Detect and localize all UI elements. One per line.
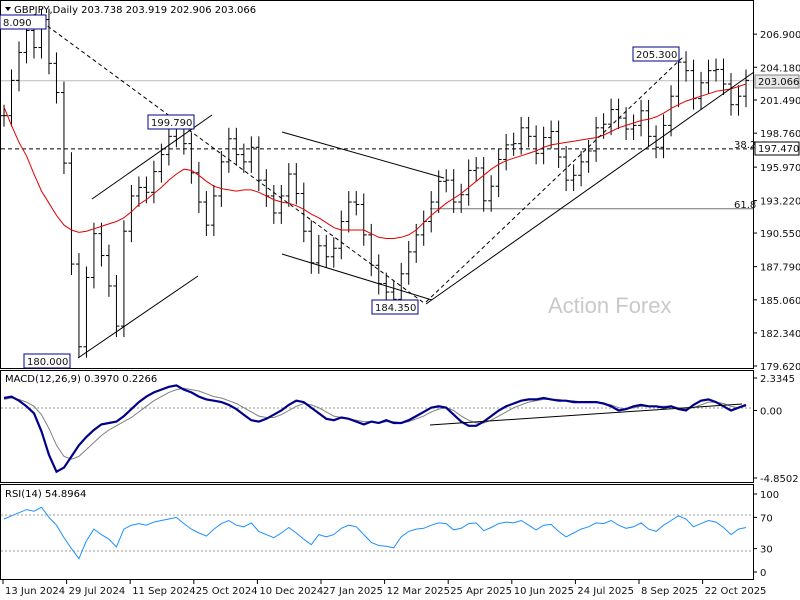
x-tick-label: 13 Jun 2024 (5, 586, 65, 597)
x-tick-label: 29 Jul 2024 (69, 586, 126, 597)
triangle-down-icon (5, 7, 11, 11)
rsi-y-axis: 100 70 30 0 (753, 490, 779, 579)
watermark-text: Action Forex (548, 293, 672, 318)
rsi-y-tick-label: 70 (760, 513, 773, 524)
dashed-downtrend-line (41, 21, 425, 304)
x-tick-label: 10 Jun 2025 (514, 586, 574, 597)
uptrend-support-line (425, 71, 755, 305)
price-y-tick-label: 201.490 (760, 96, 800, 107)
x-tick-label: 27 Jan 2025 (323, 586, 383, 597)
annotation-label: 205.300 (636, 50, 677, 61)
price-y-tick-label: 193.220 (760, 197, 800, 208)
chart-title: GBPJPY,Daily 203.738 203.919 202.906 203… (14, 5, 256, 16)
price-y-axis: 206.900 204.180 201.490 198.760 195.970 193.2… (753, 30, 800, 373)
macd-y-tick-label: 0.00 (760, 406, 782, 417)
macd-signal-line (3, 387, 747, 460)
rsi-line (3, 506, 747, 560)
price-y-tick-label: 179.620 (760, 362, 800, 373)
macd-y-tick-label: 2.3345 (760, 374, 795, 385)
macd-y-tick-label: -4.8502 (760, 474, 799, 485)
rsi-title: RSI(14) 54.8964 (5, 489, 86, 500)
fib-38-label: 38.2 (734, 140, 756, 151)
price-y-tick-label: 198.760 (760, 129, 800, 140)
annotation-180: 180.000 (23, 353, 71, 369)
annotation-199: 199.790 (147, 114, 195, 130)
level-tag-label: 197.470 (758, 144, 799, 155)
price-bars (1, 8, 749, 358)
rsi-y-tick-label: 0 (760, 568, 766, 579)
rsi-panel-frame (0, 484, 754, 580)
price-panel-frame (0, 0, 754, 369)
moving-average-line (3, 83, 747, 239)
wedge-lower-line (281, 253, 433, 301)
rsi-y-tick-label: 100 (760, 490, 779, 501)
x-tick-label: 25 Oct 2024 (196, 586, 258, 597)
macd-main-line (3, 384, 747, 474)
macd-panel-frame (0, 370, 754, 483)
chart-header: GBPJPY,Daily 203.738 203.919 202.906 203… (5, 5, 256, 16)
annotation-184: 184.350 (371, 299, 419, 315)
price-y-tick-label: 182.340 (760, 329, 800, 340)
channel-lower-line (77, 275, 199, 359)
current-price-label: 203.066 (758, 77, 799, 88)
fib-61-label: 61.8 (734, 200, 756, 211)
annotation-label: 199.790 (151, 118, 192, 129)
price-y-tick-label: 206.900 (760, 30, 800, 41)
current-price-tag: 203.066 (754, 74, 800, 89)
x-tick-label: 25 Apr 2025 (450, 586, 512, 597)
price-static-layer (1, 80, 753, 210)
x-tick-label: 22 Oct 2025 (705, 586, 767, 597)
wedge-upper-line (281, 131, 445, 179)
x-tick-label: 12 Mar 2025 (387, 586, 450, 597)
level-tag: 197.470 (754, 141, 800, 156)
dashed-uptrend-line (425, 55, 685, 303)
macd-y-axis: 2.3345 0.00 -4.8502 (753, 374, 799, 485)
x-tick-label: 11 Sep 2024 (132, 586, 195, 597)
annotation-label: 180.000 (27, 357, 68, 368)
macd-trendline (429, 403, 743, 426)
x-axis: 13 Jun 2024 29 Jul 2024 11 Sep 2024 25 Oct … (2, 580, 767, 597)
rsi-y-tick-label: 30 (760, 545, 773, 556)
macd-title: MACD(12,26,9) 0.3970 0.2266 (5, 374, 157, 385)
annotation-high-2024: 8.090 (0, 14, 47, 30)
price-y-tick-label: 187.790 (760, 263, 800, 274)
price-y-tick-label: 190.550 (760, 229, 800, 240)
x-tick-label: 24 Jul 2025 (577, 586, 634, 597)
x-tick-label: 10 Dec 2024 (259, 586, 323, 597)
annotation-label: 184.350 (375, 303, 416, 314)
price-y-tick-label: 195.970 (760, 163, 800, 174)
trendlines (41, 21, 755, 359)
x-tick-label: 8 Sep 2025 (641, 586, 698, 597)
price-y-tick-label: 204.180 (760, 63, 800, 74)
annotation-label: 8.090 (3, 18, 32, 29)
price-y-tick-label: 185.060 (760, 296, 800, 307)
annotation-205: 205.300 (632, 46, 680, 62)
